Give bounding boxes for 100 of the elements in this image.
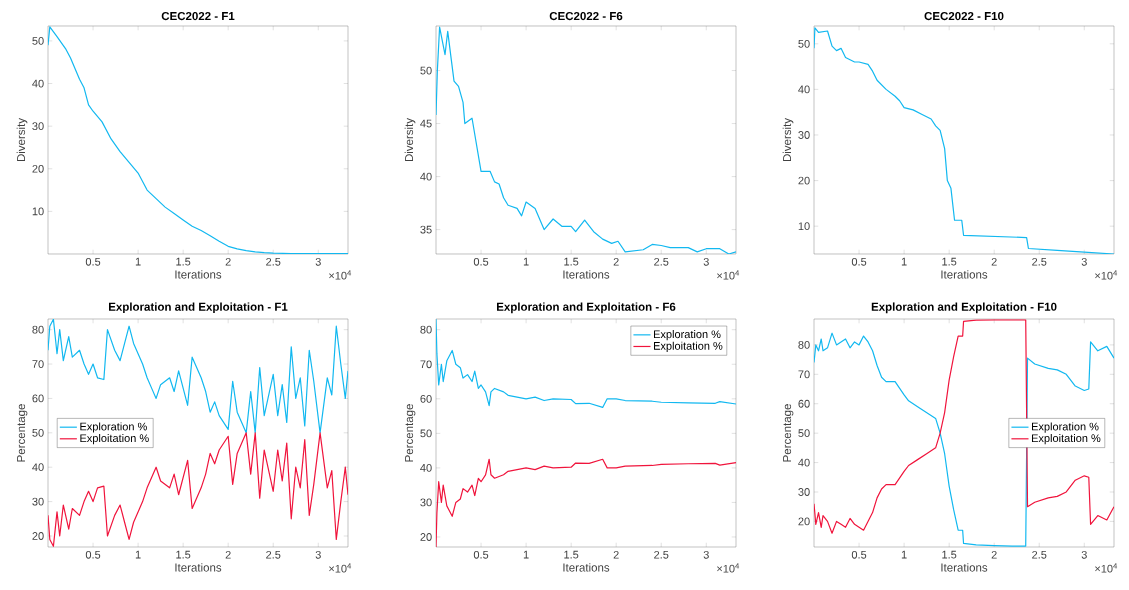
x-tick-label: 2: [613, 550, 619, 559]
x-tick-label: 2.5: [654, 257, 669, 266]
x-axis-title: Iterations: [563, 270, 610, 279]
x-tick-label: 3: [1081, 550, 1087, 559]
text: ×10$^{4}$: [1095, 270, 1118, 280]
chart-title: CEC2022 - F10: [924, 11, 1004, 21]
y-tick-label: 50: [32, 428, 44, 437]
x-tick-label: 1.5: [564, 550, 579, 559]
x-tick-label: 2: [225, 257, 231, 266]
y-tick-label: 20: [32, 164, 44, 173]
y-tick-label: 70: [798, 370, 810, 379]
x-tick-label: 2: [613, 257, 619, 266]
x-axis-title: Iterations: [941, 563, 988, 572]
text: ×10$^{4}$: [1095, 563, 1118, 573]
y-tick-label: 20: [32, 532, 44, 540]
x-tick-label: 2: [991, 257, 997, 266]
y-tick-label: 30: [32, 122, 44, 131]
y-axis-title: Percentage: [17, 404, 28, 462]
x-tick-label: 3: [315, 257, 321, 266]
text: ×10$^{4}$: [329, 270, 352, 280]
y-tick-label: 50: [798, 39, 810, 48]
y-tick-label: 40: [32, 79, 44, 88]
chart-title: CEC2022 - F6: [549, 11, 623, 21]
y-tick-label: 20: [798, 176, 810, 185]
y-tick-label: 60: [32, 394, 44, 403]
x-axis-title: Iterations: [563, 563, 610, 572]
legend-label: Exploration %: [1032, 422, 1099, 433]
x-tick-label: 2.5: [654, 550, 669, 559]
x-tick-label: 1: [135, 257, 141, 266]
y-tick-label: 80: [32, 325, 44, 334]
x-axis-title: Iterations: [175, 270, 222, 279]
x-tick-label: 1: [135, 550, 141, 559]
x-tick-label: 1.5: [942, 257, 957, 266]
x-tick-label: 3: [703, 550, 709, 559]
x-tick-label: 2.5: [266, 257, 281, 266]
y-tick-label: 80: [420, 325, 432, 334]
y-tick-label: 10: [32, 207, 44, 216]
y-tick-label: 30: [32, 497, 44, 506]
x-tick-label: 3: [315, 550, 321, 559]
y-tick-label: 10: [798, 222, 810, 231]
y-tick-label: 70: [420, 360, 432, 369]
x-axis-title: Iterations: [175, 563, 222, 572]
x-tick-label: 2: [991, 550, 997, 559]
legend-label: Exploration %: [80, 422, 147, 433]
x-tick-label: 0.5: [85, 257, 101, 266]
y-axis-title: Diversity: [782, 117, 794, 162]
y-tick-label: 50: [420, 429, 432, 438]
x-tick-label: 0.5: [85, 550, 101, 559]
y-tick-label: 35: [420, 225, 432, 234]
text: ×10$^{4}$: [717, 270, 740, 280]
y-tick-label: 40: [420, 464, 432, 472]
x-tick-label: 2.5: [1032, 257, 1047, 266]
x-tick-label: 2: [225, 550, 231, 559]
x-tick-label: 1: [523, 550, 529, 559]
chart-title: Exploration and Exploitation - F10: [871, 302, 1057, 314]
x-tick-label: 3: [1081, 257, 1087, 266]
y-tick-label: 20: [798, 517, 810, 526]
x-tick-label: 1: [523, 257, 529, 266]
y-tick-label: 30: [420, 498, 432, 507]
y-axis-title: Diversity: [16, 117, 28, 162]
y-tick-label: 40: [798, 458, 810, 467]
x-axis-title: Iterations: [941, 270, 988, 279]
y-tick-label: 50: [420, 66, 432, 75]
y-tick-label: 30: [798, 131, 810, 139]
y-tick-label: 20: [420, 533, 432, 541]
y-tick-label: 50: [32, 37, 44, 45]
y-tick-label: 60: [798, 399, 810, 408]
text: ×10$^{4}$: [329, 563, 352, 573]
x-tick-label: 1.5: [564, 257, 579, 266]
x-tick-label: 1.5: [176, 257, 191, 266]
y-tick-label: 40: [420, 172, 432, 181]
x-tick-label: 0.5: [851, 257, 867, 266]
line-series: [48, 318, 348, 434]
chart-title: Exploration and Exploitation - F1: [109, 302, 288, 314]
x-tick-label: 1: [901, 550, 907, 559]
y-tick-label: 70: [32, 360, 44, 368]
y-tick-label: 60: [420, 394, 432, 403]
line-series: [48, 432, 348, 547]
x-tick-label: 1.5: [176, 550, 191, 559]
x-tick-label: 3: [703, 257, 709, 266]
x-tick-label: 0.5: [851, 550, 867, 559]
y-axis-title: Percentage: [405, 404, 416, 462]
x-tick-label: 1: [901, 257, 907, 266]
y-tick-label: 40: [32, 463, 44, 472]
y-tick-label: 30: [798, 488, 810, 496]
x-tick-label: 0.5: [473, 257, 489, 266]
y-tick-label: 50: [798, 429, 810, 438]
y-axis-title: Percentage: [783, 404, 794, 462]
y-axis-title: Diversity: [404, 117, 416, 162]
legend-label: Exploration %: [654, 330, 721, 341]
x-tick-label: 2.5: [1032, 550, 1047, 559]
y-tick-label: 45: [420, 119, 432, 128]
chart-title: CEC2022 - F1: [161, 11, 235, 21]
x-tick-label: 0.5: [473, 550, 489, 559]
legend-label: Exploitation %: [654, 341, 723, 352]
x-tick-label: 2.5: [266, 550, 281, 559]
text: ×10$^{4}$: [717, 563, 740, 573]
chart-title: Exploration and Exploitation - F6: [497, 302, 676, 314]
legend-label: Exploitation %: [80, 434, 149, 445]
legend-label: Exploitation %: [1032, 434, 1101, 445]
